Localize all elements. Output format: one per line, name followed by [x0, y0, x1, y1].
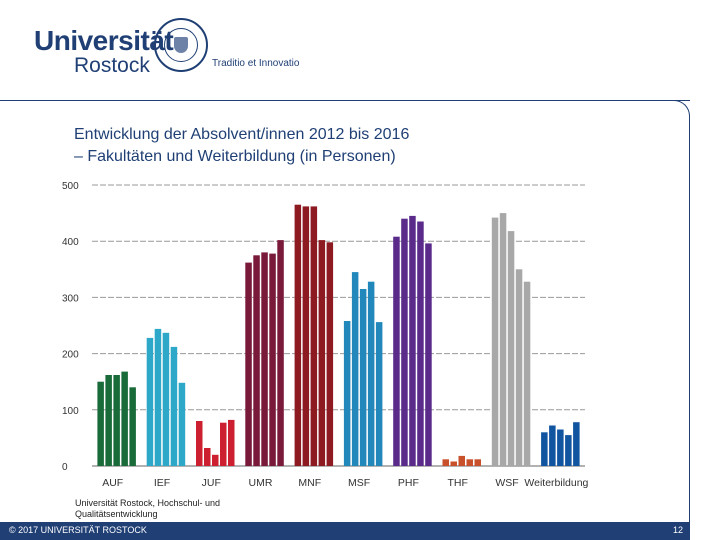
bar-phf-2015 — [417, 221, 424, 466]
bar-auf-2016 — [129, 387, 136, 466]
bar-umr-2015 — [269, 253, 276, 466]
copyright-text: © 2017 UNIVERSITÄT ROSTOCK — [9, 525, 147, 535]
seal-emblem — [174, 37, 188, 53]
bar-msf-2014 — [359, 289, 367, 466]
bar-mnf-2016 — [326, 242, 334, 466]
x-tick-label-auf: AUF — [102, 477, 123, 489]
bar-juf-2014 — [212, 454, 219, 466]
seal-inner-ring — [164, 28, 198, 62]
y-tick-label: 100 — [62, 406, 79, 417]
bar-wsf-2012 — [491, 217, 499, 466]
bar-ief-2013 — [154, 328, 162, 466]
bar-juf-2015 — [220, 422, 227, 466]
bar-mnf-2012 — [294, 204, 302, 466]
y-tick-label: 200 — [62, 350, 79, 361]
logo-motto: Traditio et Innovatio — [212, 58, 300, 69]
y-tick-label: 400 — [62, 237, 79, 248]
bar-auf-2012 — [97, 381, 104, 466]
bar-phf-2014 — [409, 215, 416, 466]
bar-wsf-2016 — [523, 281, 531, 466]
bar-ief-2012 — [146, 337, 154, 466]
chart-title-line2: – Fakultäten und Weiterbildung (in Perso… — [74, 148, 396, 165]
x-tick-label-msf: MSF — [348, 477, 370, 489]
bar-weiterbildung-2015 — [565, 435, 572, 466]
bars — [97, 204, 580, 467]
bar-weiterbildung-2013 — [549, 425, 556, 466]
bar-thf-2015 — [466, 459, 473, 466]
bar-msf-2015 — [367, 281, 375, 466]
x-tick-label-phf: PHF — [398, 477, 419, 489]
x-tick-label-wsf: WSF — [495, 477, 518, 489]
logo-wordmark-line1: Universität — [34, 25, 174, 56]
bar-msf-2016 — [375, 322, 383, 466]
bar-auf-2013 — [105, 375, 112, 466]
university-logo: Universität Rostock — [34, 25, 174, 77]
x-tick-label-ief: IEF — [154, 477, 170, 489]
x-tick-label-weiterbildung: Weiterbildung — [524, 477, 588, 489]
bar-phf-2013 — [401, 218, 408, 466]
slide-frame-top — [0, 100, 690, 101]
bar-thf-2016 — [474, 459, 481, 466]
bar-mnf-2014 — [310, 206, 318, 466]
page-number: 12 — [672, 525, 683, 535]
bar-weiterbildung-2014 — [557, 429, 564, 466]
y-tick-label: 500 — [62, 181, 79, 192]
logo-wordmark-line2: Rostock — [74, 54, 150, 77]
slide-frame-corner — [674, 100, 690, 116]
bar-thf-2013 — [450, 461, 457, 466]
bar-chart: 0 100 200 300 400 500 AUF IEF JUF UMR MNF MSF PHF TH… — [62, 181, 589, 489]
x-tick-label-thf: THF — [447, 477, 467, 489]
bar-mnf-2015 — [318, 240, 326, 466]
university-seal-icon — [154, 18, 208, 72]
bar-auf-2015 — [121, 371, 128, 466]
x-tick-label-umr: UMR — [249, 477, 273, 489]
footer-institution: Universität Rostock, Hochschul- und Qual… — [75, 498, 221, 519]
bar-msf-2012 — [343, 321, 351, 466]
bar-umr-2012 — [245, 262, 252, 466]
bar-ief-2015 — [170, 346, 178, 466]
y-tick-label: 300 — [62, 293, 79, 304]
bar-mnf-2013 — [302, 206, 310, 466]
chart-title: Entwicklung der Absolvent/innen 2012 bis… — [74, 124, 409, 168]
bar-wsf-2014 — [507, 231, 515, 466]
bar-wsf-2013 — [499, 213, 507, 466]
bar-umr-2016 — [277, 240, 284, 466]
y-tick-labels: 0 100 200 300 400 500 — [62, 181, 79, 473]
y-tick-label: 0 — [62, 462, 68, 473]
chart-title-line1: Entwicklung der Absolvent/innen 2012 bis… — [74, 126, 410, 143]
bar-auf-2014 — [113, 375, 120, 466]
x-tick-label-mnf: MNF — [298, 477, 321, 489]
bar-umr-2014 — [261, 252, 268, 466]
bar-umr-2013 — [253, 255, 260, 467]
bar-thf-2012 — [442, 459, 449, 466]
bar-weiterbildung-2012 — [541, 432, 548, 466]
bar-msf-2013 — [351, 272, 359, 466]
bar-ief-2014 — [162, 332, 170, 466]
x-tick-labels: AUF IEF JUF UMR MNF MSF PHF THF WSF Weiterbildung — [102, 477, 588, 489]
bar-juf-2013 — [204, 448, 211, 466]
bar-thf-2014 — [458, 455, 465, 466]
bar-juf-2016 — [228, 419, 235, 466]
bar-phf-2012 — [393, 236, 400, 466]
x-tick-label-juf: JUF — [202, 477, 221, 489]
bar-phf-2016 — [425, 243, 432, 466]
bar-weiterbildung-2016 — [573, 422, 580, 466]
bar-juf-2012 — [196, 421, 203, 466]
bar-ief-2016 — [178, 382, 186, 466]
slide-frame-right — [689, 116, 690, 540]
footer-bar: © 2017 UNIVERSITÄT ROSTOCK 12 — [0, 522, 689, 540]
bar-wsf-2015 — [515, 269, 523, 466]
